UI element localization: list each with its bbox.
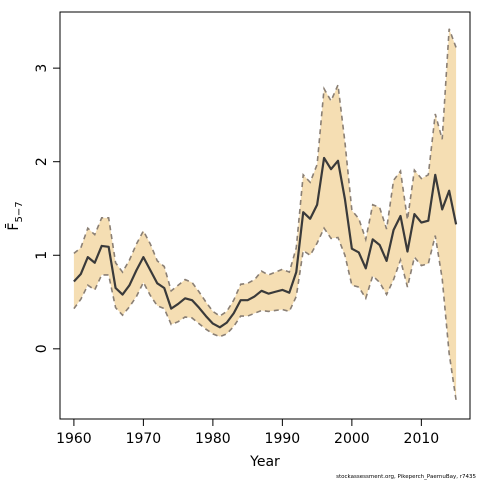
x-tick-label: 1970 (126, 431, 162, 447)
confidence-band (73, 28, 457, 401)
confidence-band-layer (73, 28, 457, 401)
x-tick-label: 2000 (334, 431, 370, 447)
y-tick-label-group: 3 (34, 64, 50, 73)
x-tick-label: 2010 (404, 431, 440, 447)
y-tick-label: 0 (34, 344, 50, 353)
plot-frame (59, 11, 471, 420)
y-tick-label-group: 2 (34, 157, 50, 166)
x-axis-title: Year (249, 454, 280, 470)
y-axis-title: F̄5−7 (4, 201, 25, 230)
y-axis: 0 1 2 3 (34, 64, 60, 353)
estimate-line (73, 156, 458, 329)
credit-text: stockassessment.org, Pikeperch_PaernuBay… (336, 474, 476, 480)
upper-bound-line (73, 28, 457, 318)
x-tick-label: 1990 (265, 431, 301, 447)
x-tick-label: 1960 (56, 431, 92, 447)
x-axis: 1960 1970 1980 1990 2000 2010 (56, 419, 439, 447)
y-tick-label-group: 0 (34, 344, 50, 353)
y-tick-label-group: 1 (34, 251, 50, 260)
y-axis-title-main: F̄ (4, 223, 22, 231)
y-tick-label: 2 (34, 157, 50, 166)
lower-bound-line (73, 226, 457, 401)
y-tick-label: 3 (34, 64, 50, 73)
svg-text:F̄5−7: F̄5−7 (4, 201, 25, 230)
series-line-layer (73, 28, 458, 401)
x-tick-label: 1980 (195, 431, 231, 447)
y-tick-label: 1 (34, 251, 50, 260)
y-axis-title-subscript: 5−7 (14, 201, 25, 222)
